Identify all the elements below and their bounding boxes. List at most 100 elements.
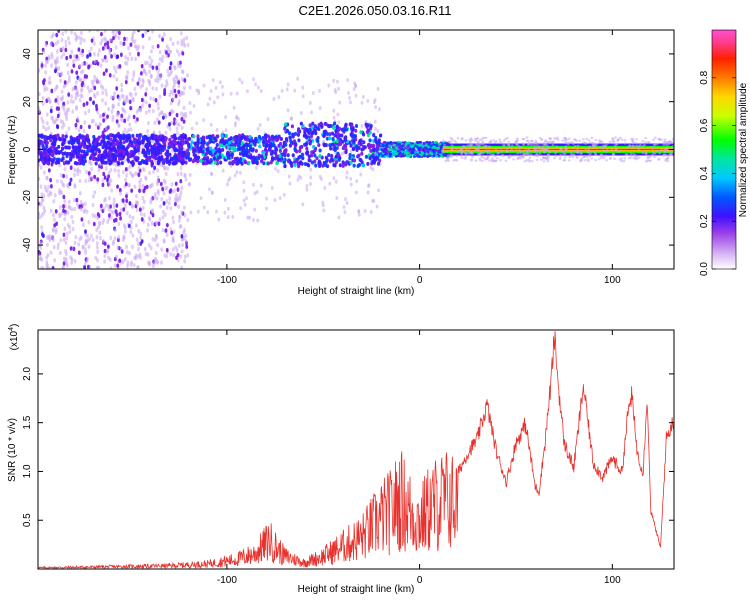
spectral-cell: [201, 142, 205, 147]
spectral-cell: [415, 140, 419, 144]
spectral-cell: [47, 125, 50, 131]
spectral-cell: [183, 254, 187, 259]
spectral-cell: [255, 165, 258, 170]
spectral-cell: [77, 128, 81, 133]
spectral-cell: [71, 138, 75, 143]
spectral-cell: [169, 61, 173, 66]
spectral-cell: [622, 159, 626, 163]
spectral-cell: [337, 215, 341, 220]
spectral-cell: [96, 257, 99, 263]
spectral-cell: [481, 152, 485, 155]
spectral-cell: [514, 149, 518, 152]
spectral-cell: [533, 144, 536, 148]
spectral-cell: [629, 153, 633, 157]
spectral-cell: [293, 131, 298, 136]
spectral-cell: [368, 138, 372, 143]
spectral-cell: [148, 136, 152, 141]
spectral-cell: [154, 220, 158, 226]
spectral-cell: [331, 125, 336, 130]
spectral-cell: [115, 254, 118, 260]
spectral-cell: [51, 234, 55, 240]
spectral-cell: [417, 144, 422, 147]
spectral-cell: [652, 151, 656, 154]
spectral-cell: [143, 150, 147, 155]
spectral-cell: [546, 159, 550, 163]
spectral-cell: [634, 154, 638, 157]
spectral-cell: [48, 80, 52, 85]
spectral-cell: [491, 157, 494, 160]
spectral-cell: [489, 140, 493, 143]
spectral-cell: [138, 184, 142, 189]
spectral-cell: [70, 94, 74, 99]
spectral-cell: [392, 143, 396, 147]
spectral-cell: [205, 147, 209, 152]
spectral-cell: [134, 157, 138, 162]
spectral-cell: [657, 158, 661, 161]
spectral-cell: [267, 147, 271, 152]
spectral-cell: [527, 153, 531, 156]
spectral-cell: [308, 100, 312, 105]
spectral-cell: [125, 76, 129, 82]
spectral-cell: [447, 159, 450, 163]
spectral-cell: [338, 163, 342, 168]
spectral-cell: [331, 136, 335, 141]
spectral-cell: [355, 148, 359, 153]
spectral-cell: [99, 203, 103, 209]
spectral-cell: [220, 84, 224, 89]
spectral-cell: [401, 148, 406, 151]
spectral-cell: [141, 83, 145, 88]
spectral-cell: [55, 84, 59, 89]
spectral-cell: [42, 153, 46, 158]
spectral-cell: [490, 153, 494, 157]
spectral-cell: [169, 188, 173, 193]
spectral-cell: [534, 139, 538, 143]
spectral-cell: [126, 56, 130, 62]
spectral-cell: [384, 152, 388, 156]
spectral-cell: [73, 206, 77, 212]
spectral-cell: [422, 142, 426, 146]
spectral-cell: [442, 146, 446, 149]
spectral-cell: [160, 247, 164, 252]
spectral-cell: [323, 130, 327, 135]
spectral-cell: [141, 206, 145, 211]
spectral-cell: [125, 198, 129, 204]
spectral-cell: [286, 153, 290, 158]
spectral-cell: [499, 159, 502, 162]
spectral-cell: [147, 120, 150, 126]
spectral-cell: [73, 172, 76, 178]
spectral-cell: [371, 198, 375, 203]
spectral-cell: [185, 151, 189, 156]
spectral-cell: [92, 92, 96, 98]
spectral-cell: [189, 110, 192, 115]
spectral-cell: [170, 69, 173, 74]
spectral-cell: [68, 40, 71, 46]
spectral-cell: [41, 233, 45, 239]
spectral-cell: [170, 144, 174, 149]
y-tick-label: 1.0: [22, 464, 33, 478]
spectral-cell: [218, 80, 222, 85]
x-tick-label: 100: [604, 575, 621, 586]
spectral-cell: [252, 217, 255, 222]
spectral-cell: [394, 141, 398, 145]
spectral-cell: [48, 99, 52, 104]
spectral-cell: [148, 170, 151, 176]
spectral-cell: [113, 52, 117, 57]
spectral-cell: [180, 265, 184, 269]
spectral-cell: [42, 78, 46, 83]
spectral-cell: [466, 144, 470, 147]
spectral-cell: [112, 30, 116, 33]
spectral-cell: [125, 250, 129, 255]
spectral-cell: [144, 251, 148, 257]
spectral-cell: [580, 157, 584, 160]
spectral-cell: [357, 209, 361, 214]
spectral-cell: [101, 90, 105, 96]
spectral-cell: [322, 143, 327, 148]
spectral-cell: [151, 212, 155, 218]
spectral-cell: [100, 156, 104, 161]
spectral-cell: [49, 208, 53, 214]
spectral-cell: [257, 139, 261, 144]
spectral-cell: [210, 190, 214, 195]
spectral-cell: [212, 156, 217, 161]
spectral-cell: [109, 266, 113, 269]
